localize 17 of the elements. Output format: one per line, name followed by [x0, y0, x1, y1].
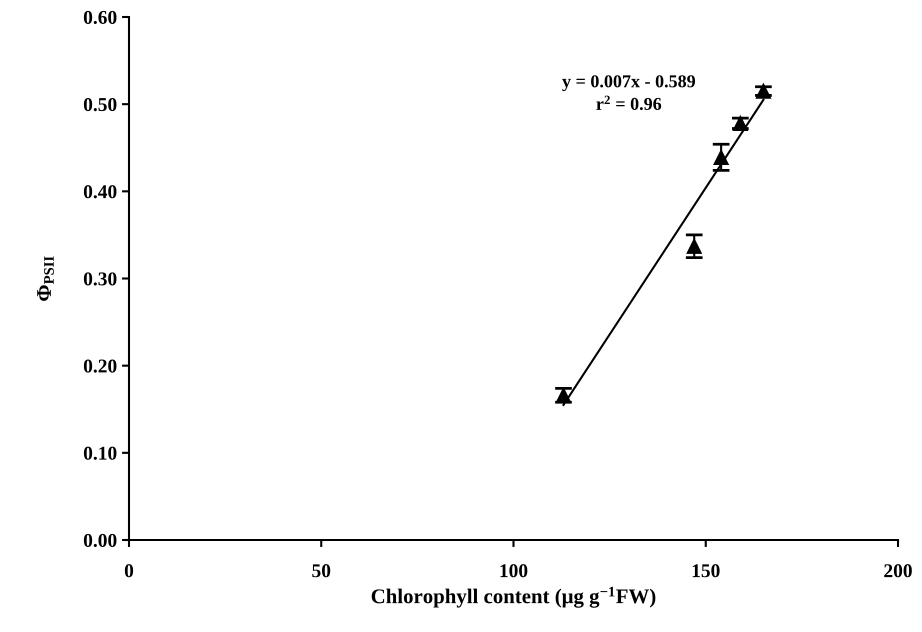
- y-tick-label: 0.30: [84, 272, 116, 286]
- y-tick-label: 0.10: [84, 446, 116, 460]
- x-tick-label: 200: [884, 564, 912, 578]
- y-axis-title: Φ$_{PSII}$: [37, 256, 54, 301]
- y-tick-label: 0.00: [84, 534, 116, 548]
- y-tick-label: 0.20: [84, 359, 116, 373]
- annotation: y = 0.007x - 0.589 r$^{2}$ = 0.96: [562, 75, 696, 110]
- point: [732, 116, 748, 131]
- point: [686, 238, 702, 254]
- x-tick-label: 0: [124, 564, 134, 578]
- x-tick-label: 100: [500, 564, 528, 578]
- x-axis-title: Chlorophyll content (μg g$^{−1}$FW): [372, 586, 656, 608]
- x-tick-label: 150: [692, 564, 720, 578]
- y-tick-label: 0.50: [84, 98, 116, 112]
- x-tick-label: 50: [312, 564, 330, 578]
- y-tick-label: 0.60: [84, 10, 116, 24]
- y-tick-label: 0.40: [84, 185, 116, 198]
